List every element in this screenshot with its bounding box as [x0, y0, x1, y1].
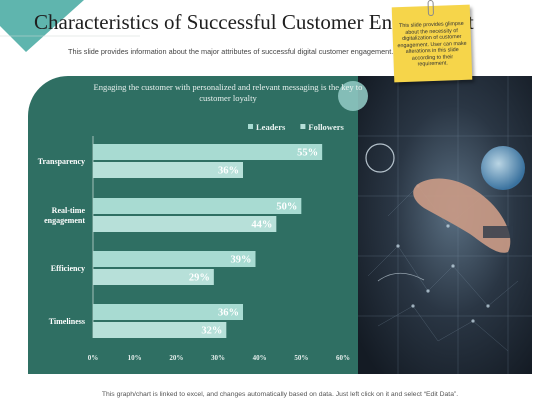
digital-hand-photo: [358, 76, 532, 374]
bar-followers: [93, 216, 277, 232]
data-label: 36%: [218, 308, 239, 319]
category-label: Real-time: [52, 206, 86, 215]
data-label: 44%: [251, 220, 272, 231]
bar-leaders: [93, 144, 323, 160]
data-label: 55%: [297, 148, 318, 159]
content-panel: Engaging the customer with personalized …: [28, 76, 532, 374]
bar-leaders: [93, 198, 302, 214]
x-tick-label: 30%: [211, 354, 225, 362]
data-label: 39%: [231, 255, 252, 266]
category-label: Efficiency: [51, 264, 85, 273]
x-tick-label: 0%: [88, 354, 99, 362]
sticky-note-text: This slide provides glimpse about the ne…: [397, 20, 467, 68]
x-tick-label: 40%: [253, 354, 267, 362]
data-label: 29%: [189, 273, 210, 284]
legend-label: Followers: [308, 122, 344, 132]
footnote: This graph/chart is linked to excel, and…: [101, 391, 459, 398]
chart-headline: Engaging the customer with personalized …: [93, 82, 363, 103]
category-label: engagement: [44, 216, 85, 225]
data-label: 36%: [218, 166, 239, 177]
category-label: Timeliness: [49, 317, 85, 326]
x-tick-label: 50%: [294, 354, 308, 362]
accent-circle: [338, 81, 368, 111]
bar-leaders: [93, 251, 256, 267]
bar-followers: [93, 269, 214, 285]
bar-followers: [93, 162, 243, 178]
paperclip-icon: [427, 0, 435, 17]
category-label: Transparency: [38, 157, 85, 166]
x-tick-label: 20%: [169, 354, 183, 362]
legend-swatch: [300, 124, 306, 129]
bar-followers: [93, 322, 227, 338]
slide-subtitle: This slide provides information about th…: [68, 47, 394, 56]
data-label: 32%: [201, 326, 222, 337]
legend-swatch: [248, 124, 253, 129]
x-tick-label: 10%: [128, 354, 142, 362]
bar-chart: Leaders Followers Transparency 55% 36% Real-t…: [38, 122, 350, 362]
bar-leaders: [93, 304, 243, 320]
corner-decoration: [0, 0, 140, 52]
data-label: 50%: [276, 202, 297, 213]
sticky-note: This slide provides glimpse about the ne…: [391, 0, 473, 83]
legend-label: Leaders: [256, 122, 286, 132]
x-tick-label: 60%: [336, 354, 350, 362]
